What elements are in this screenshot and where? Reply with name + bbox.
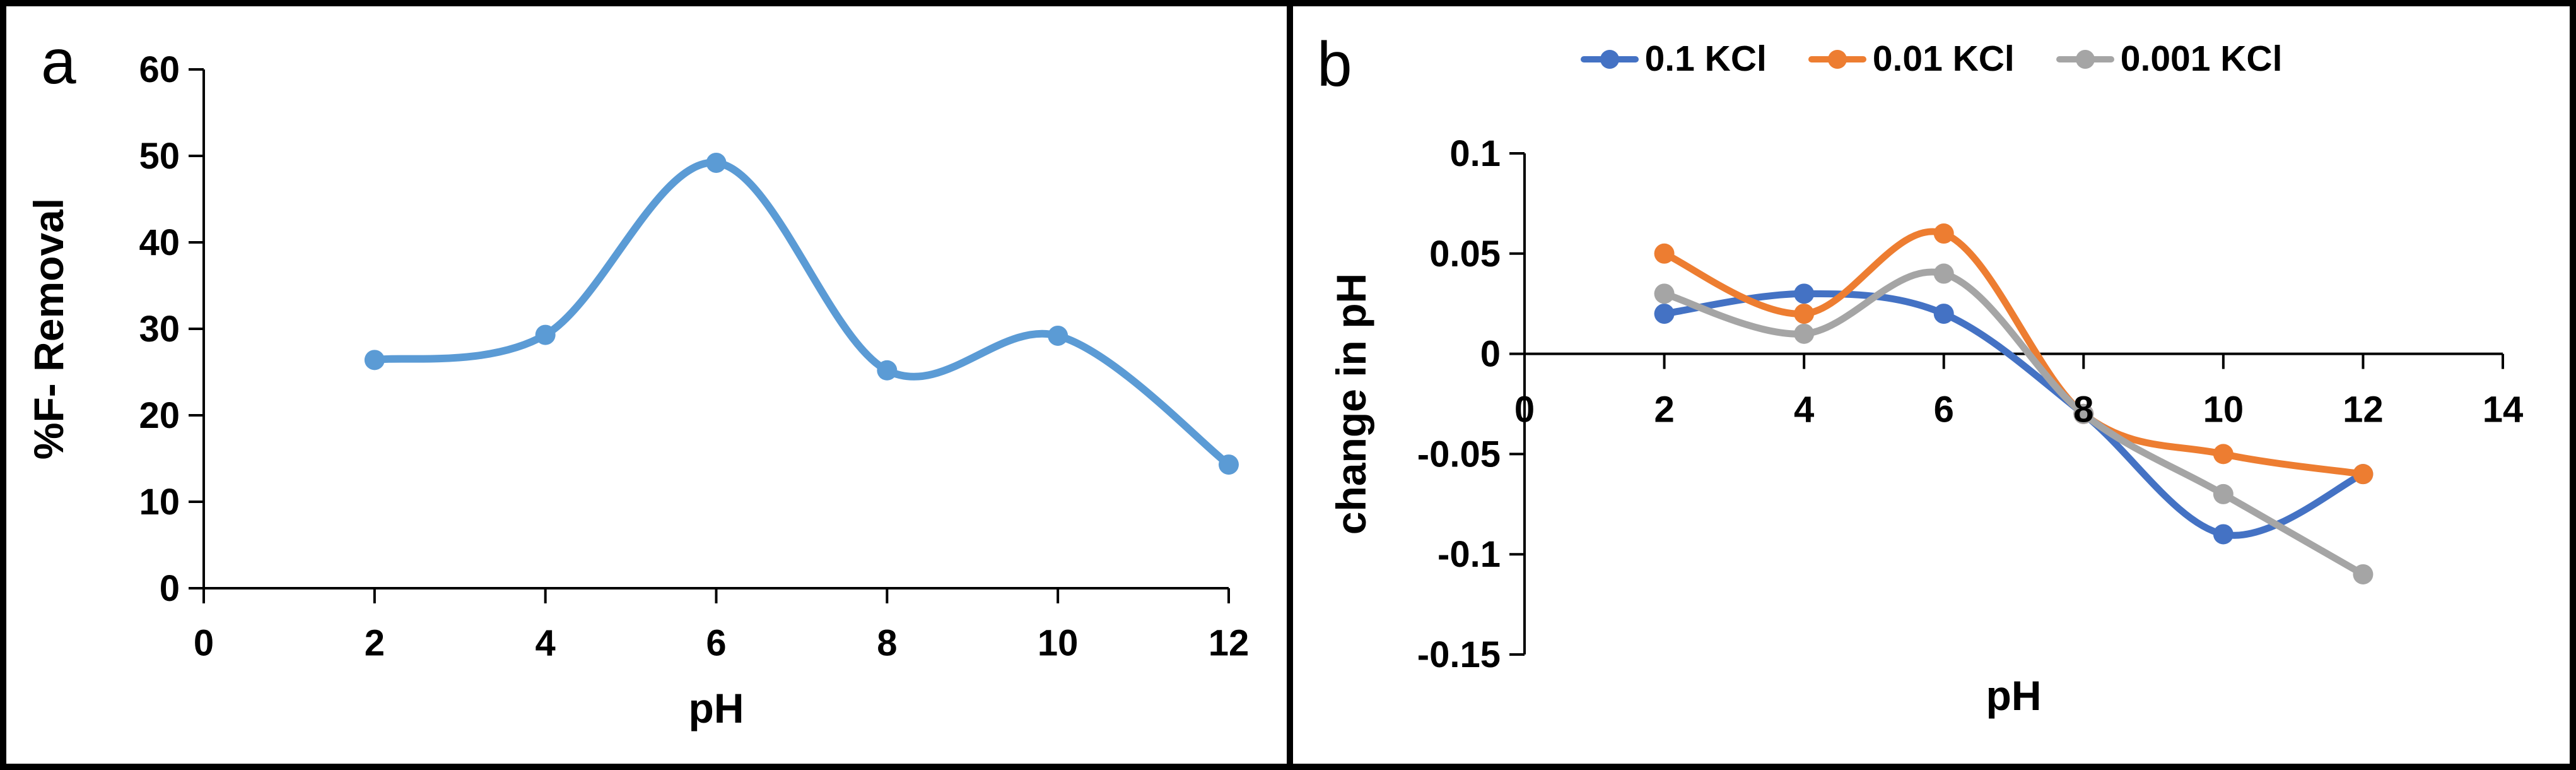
data-point-marker-0.1-KCl xyxy=(1654,304,1675,324)
legend-item-0.01-kcl: 0.01 KCl xyxy=(1808,41,2015,77)
y-tick-label: -0.05 xyxy=(1417,434,1501,475)
x-tick-label: 6 xyxy=(706,623,726,664)
x-tick-label: 0 xyxy=(1514,389,1535,430)
data-point-marker-0.01-KCl xyxy=(2213,444,2234,465)
x-axis-title: pH xyxy=(1986,672,2042,719)
data-point-marker-0.001-KCl xyxy=(1654,283,1675,304)
data-point-marker-0.01-KCl xyxy=(2353,464,2374,485)
y-tick-label: 60 xyxy=(139,49,180,90)
data-point-marker-%F--Removal xyxy=(1219,454,1239,475)
legend-marker-0.001-kcl-icon xyxy=(2056,49,2114,70)
panel-b-letter: b xyxy=(1317,29,1352,100)
x-tick-label: 4 xyxy=(536,623,556,664)
y-tick-label: 0 xyxy=(1480,334,1501,375)
y-tick-label: 0.1 xyxy=(1449,133,1501,174)
data-point-marker-0.001-KCl xyxy=(2213,483,2234,504)
legend-label-0.01-kcl: 0.01 KCl xyxy=(1872,38,2015,79)
data-point-marker-%F--Removal xyxy=(535,324,556,345)
chart-b-legend: 0.1 KCl 0.01 KCl 0.001 KCl xyxy=(1293,41,2570,77)
legend-label-0.001-kcl: 0.001 KCl xyxy=(2120,38,2283,79)
y-tick-label: 0 xyxy=(160,568,180,609)
legend-item-0.001-kcl: 0.001 KCl xyxy=(2056,38,2283,79)
x-tick-label: 8 xyxy=(877,623,897,664)
y-tick-label: -0.15 xyxy=(1417,634,1501,675)
series-line-0.1-KCl xyxy=(1661,290,2367,539)
chart-a-fluoride-removal: 0 2 4 6 8 10 12 0 10 20 30 40 50 60 pH %F- Removal xyxy=(25,49,1250,732)
legend-label-0.1-kcl: 0.1 KCl xyxy=(1644,38,1767,79)
panel-b: b 0.1 KCl 0.01 KCl 0.001 KCl 0 2 xyxy=(1293,6,2570,764)
data-point-marker-%F--Removal xyxy=(706,152,727,173)
data-point-marker-0.1-KCl xyxy=(1794,283,1815,304)
data-point-marker-%F--Removal xyxy=(364,350,385,370)
x-tick-label: 2 xyxy=(1654,389,1674,430)
x-tick-label: 10 xyxy=(1038,623,1079,664)
x-tick-label: 12 xyxy=(1209,623,1250,664)
x-tick-label: 14 xyxy=(2483,389,2524,430)
x-tick-label: 12 xyxy=(2343,389,2384,430)
series-line-0.001-KCl xyxy=(1661,268,2367,578)
x-tick-label: 8 xyxy=(2073,389,2093,430)
panel-a-letter: a xyxy=(41,27,76,97)
chart-b-change-in-ph: 0 2 4 6 8 10 12 14 0.1 0.05 0 -0.05 -0.1 -0.15 pH chang… xyxy=(1328,133,2524,719)
data-point-marker-0.1-KCl xyxy=(1933,304,1954,324)
data-point-marker-0.1-KCl xyxy=(2213,524,2234,545)
x-tick-label: 0 xyxy=(194,623,214,664)
x-tick-label: 6 xyxy=(1934,389,1954,430)
x-tick-label: 4 xyxy=(1794,389,1814,430)
panel-a: a 0 2 4 6 8 10 12 0 10 20 30 40 50 60 pH %F- Removal xyxy=(6,6,1293,764)
y-tick-label: 30 xyxy=(139,309,180,350)
y-axis-title: %F- Removal xyxy=(25,198,72,459)
data-point-marker-%F--Removal xyxy=(877,360,898,381)
data-point-marker-0.001-KCl xyxy=(1794,323,1815,344)
data-point-marker-0.001-KCl xyxy=(1933,263,1954,284)
y-tick-label: 0.05 xyxy=(1429,234,1501,275)
y-tick-label: 50 xyxy=(139,136,180,177)
x-axis-title: pH xyxy=(689,685,744,732)
y-tick-label: -0.1 xyxy=(1437,534,1501,575)
data-point-marker-0.01-KCl xyxy=(1654,243,1675,264)
data-point-marker-0.001-KCl xyxy=(2353,564,2374,584)
data-point-marker-%F--Removal xyxy=(1048,325,1068,346)
data-point-marker-0.01-KCl xyxy=(1933,223,1954,244)
series-line-%F--Removal xyxy=(370,158,1232,469)
y-tick-label: 10 xyxy=(139,482,180,523)
data-point-marker-0.001-KCl xyxy=(2073,403,2094,424)
y-axis-title: change in pH xyxy=(1328,273,1374,535)
data-point-marker-0.01-KCl xyxy=(1794,304,1815,324)
legend-marker-0.01-kcl-icon xyxy=(1808,49,1866,70)
x-tick-label: 10 xyxy=(2203,389,2244,430)
x-tick-label: 2 xyxy=(365,623,385,664)
legend-marker-0.1-kcl-icon xyxy=(1580,49,1639,70)
y-tick-label: 20 xyxy=(139,395,180,436)
legend-item-0.1-kcl: 0.1 KCl xyxy=(1580,38,1767,79)
y-tick-label: 40 xyxy=(139,222,180,263)
